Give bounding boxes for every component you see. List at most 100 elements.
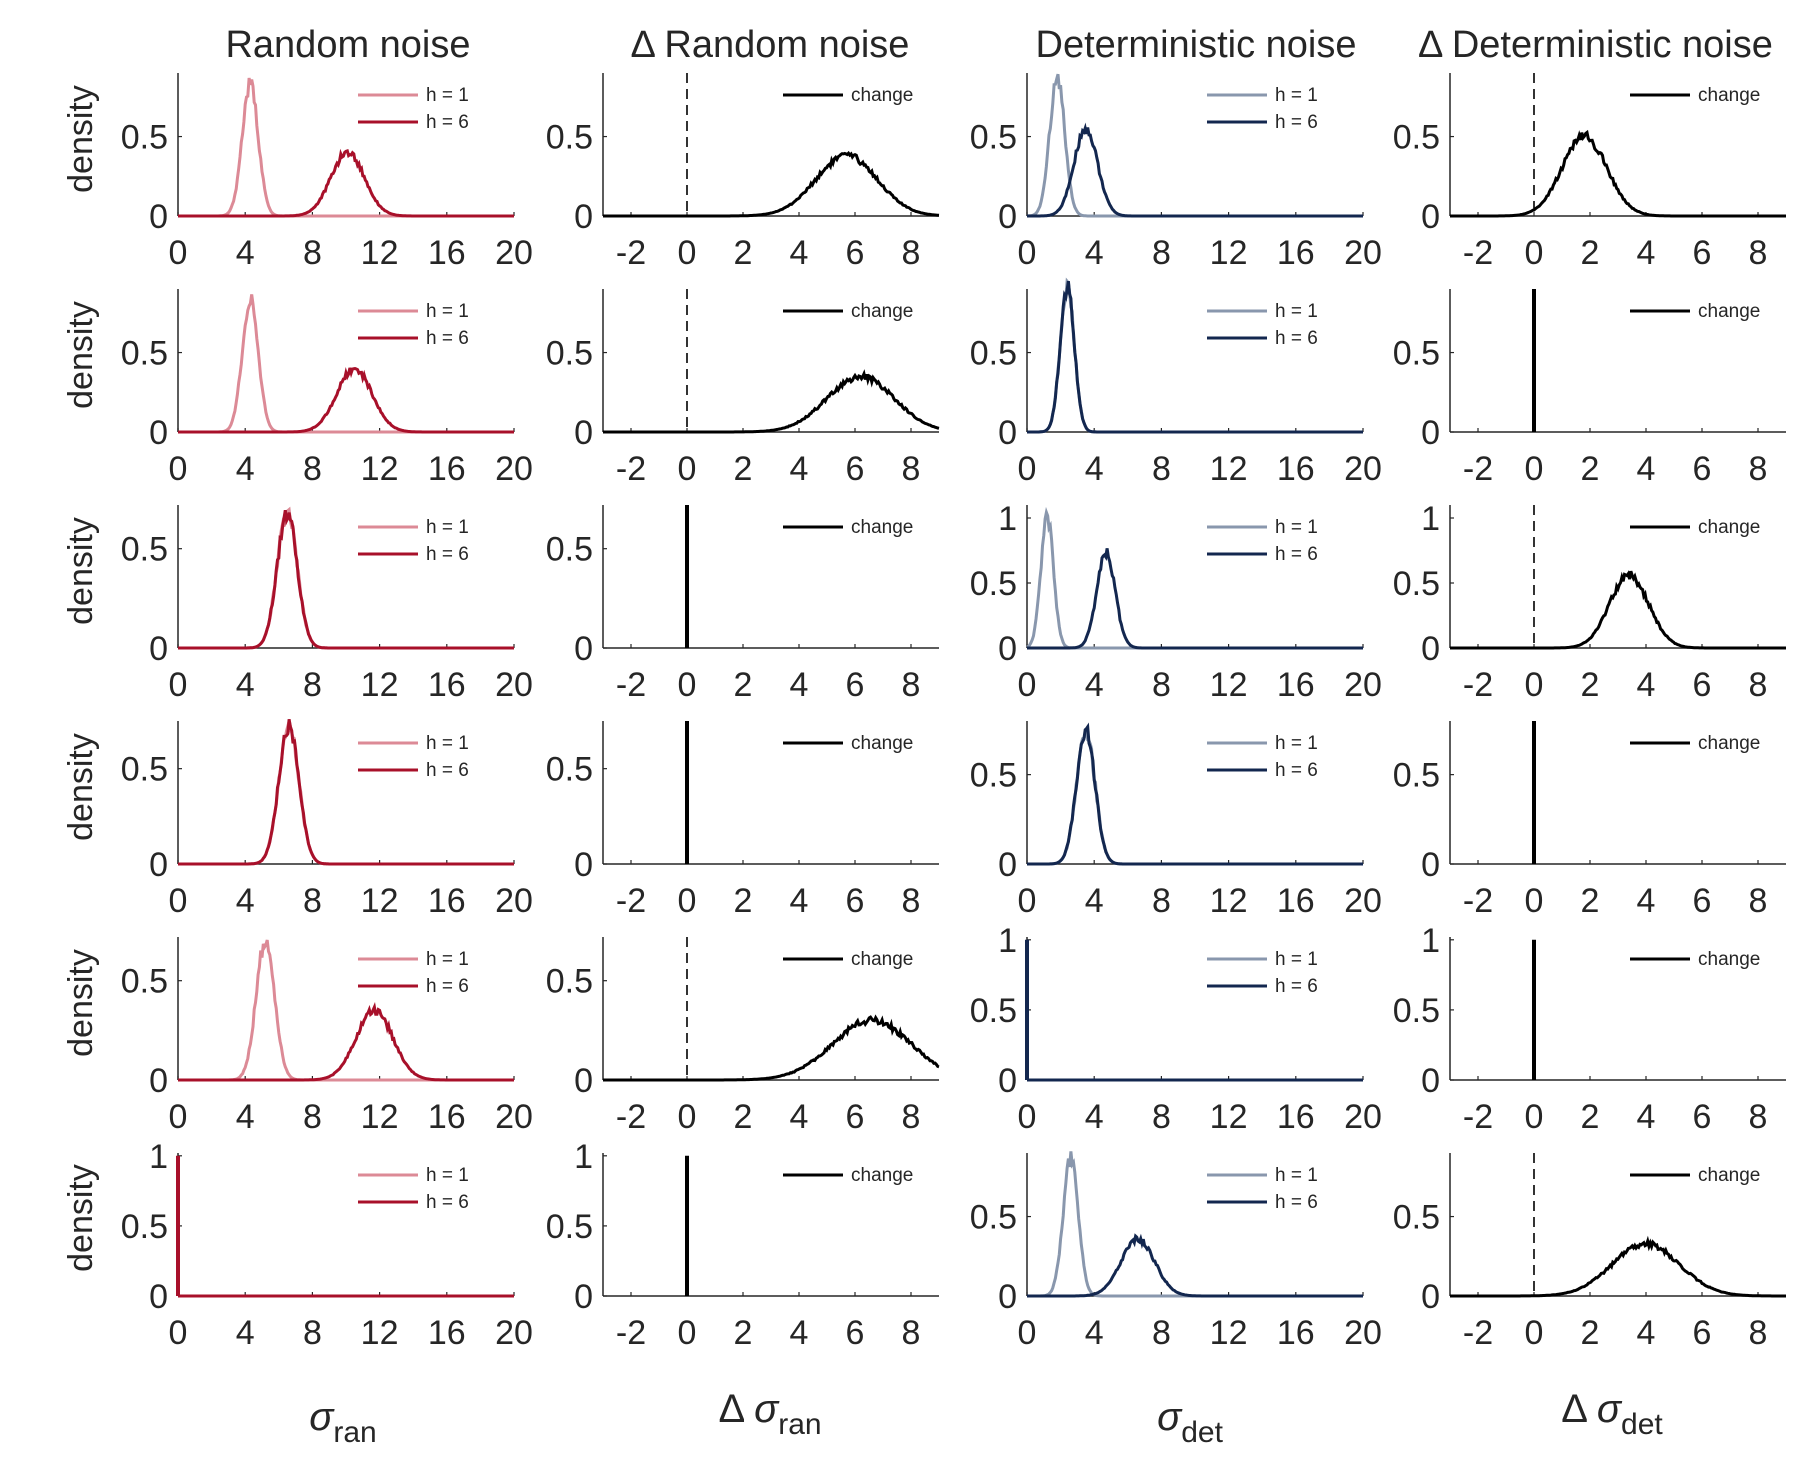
y-tick-label: 0.5 bbox=[970, 335, 1017, 373]
x-tick-label: 0 bbox=[678, 1314, 697, 1352]
series-h6 bbox=[178, 148, 514, 218]
column-title-delta-deterministic: Δ Deterministic noise bbox=[1418, 24, 1773, 66]
x-tick-label: 2 bbox=[734, 450, 753, 488]
x-tick-label: -2 bbox=[616, 666, 646, 704]
y-tick-label: 0 bbox=[1421, 1278, 1440, 1316]
x-tick-label: 20 bbox=[1344, 666, 1382, 704]
x-tick-label: 8 bbox=[303, 450, 322, 488]
x-tick-label: 4 bbox=[1637, 450, 1656, 488]
legend-label-change: change bbox=[1698, 1165, 1760, 1186]
y-tick-label: 0 bbox=[1421, 414, 1440, 452]
y-tick-label: 0.5 bbox=[970, 119, 1017, 157]
legend-label-h1: h = 1 bbox=[426, 517, 469, 538]
x-tick-label: 8 bbox=[1152, 666, 1171, 704]
x-tick-label: 12 bbox=[361, 1314, 399, 1352]
x-tick-label: 0 bbox=[169, 1314, 188, 1352]
x-tick-label: -2 bbox=[1463, 450, 1493, 488]
x-tick-label: 8 bbox=[902, 1098, 921, 1136]
x-tick-label: 0 bbox=[169, 666, 188, 704]
legend-label-h6: h = 6 bbox=[426, 760, 469, 781]
x-tick-label: 12 bbox=[361, 666, 399, 704]
x-tick-label: 4 bbox=[1085, 234, 1104, 272]
y-tick-label: 0 bbox=[149, 630, 168, 668]
legend-label-h6: h = 6 bbox=[426, 112, 469, 133]
x-tick-label: 2 bbox=[1581, 666, 1600, 704]
panel-r3-ran: 0 4 8 12 16 20 0 0.5 h = 1 h = 6 bbox=[121, 505, 533, 704]
x-tick-label: 0 bbox=[169, 450, 188, 488]
y-axis-label: density bbox=[62, 85, 100, 193]
legend-label-h1: h = 1 bbox=[1275, 85, 1318, 106]
legend-label-h6: h = 6 bbox=[1275, 760, 1318, 781]
series-h6 bbox=[178, 509, 514, 650]
x-tick-label: 12 bbox=[361, 1098, 399, 1136]
x-tick-label: -2 bbox=[616, 450, 646, 488]
y-tick-label: 0 bbox=[1421, 846, 1440, 884]
legend-label-h1: h = 1 bbox=[1275, 733, 1318, 754]
y-tick-label: 0 bbox=[574, 414, 593, 452]
column-title-random: Random noise bbox=[225, 24, 470, 66]
legend-label-h6: h = 6 bbox=[426, 328, 469, 349]
panel-r2-ran: 0 4 8 12 16 20 0 0.5 h = 1 h = 6 bbox=[121, 289, 533, 488]
x-tick-label: 2 bbox=[734, 234, 753, 272]
x-tick-label: 12 bbox=[1210, 450, 1248, 488]
y-tick-label: 0.5 bbox=[121, 1208, 168, 1246]
series-change bbox=[603, 1014, 940, 1082]
x-tick-label: 20 bbox=[495, 1098, 533, 1136]
x-tick-label: 6 bbox=[1693, 882, 1712, 920]
x-tick-label: -2 bbox=[1463, 882, 1493, 920]
column-title-delta-random: Δ Random noise bbox=[631, 24, 910, 66]
x-tick-label: 2 bbox=[1581, 1314, 1600, 1352]
y-tick-label: 1 bbox=[998, 922, 1017, 960]
x-axis-titles: σran Δ σran σdet Δ σdet bbox=[309, 1387, 1663, 1449]
panel-r1-det: 0 4 8 12 16 20 0 0.5 h = 1 h = 6 bbox=[970, 73, 1382, 272]
x-tick-label: 20 bbox=[1344, 1314, 1382, 1352]
legend-label-h6: h = 6 bbox=[1275, 328, 1318, 349]
series-h6 bbox=[1027, 122, 1363, 218]
x-tick-label: 0 bbox=[1525, 882, 1544, 920]
panel-r2-det: 0 4 8 12 16 20 0 0.5 h = 1 h = 6 bbox=[970, 277, 1382, 488]
x-tick-label: 16 bbox=[428, 234, 466, 272]
legend-label-h1: h = 1 bbox=[1275, 1165, 1318, 1186]
x-tick-label: 16 bbox=[428, 450, 466, 488]
x-tick-label: 16 bbox=[1277, 882, 1315, 920]
x-tick-label: 2 bbox=[734, 1314, 753, 1352]
y-tick-label: 0 bbox=[149, 198, 168, 236]
y-tick-label: 0 bbox=[574, 198, 593, 236]
x-tick-label: 4 bbox=[790, 450, 809, 488]
y-tick-label: 0 bbox=[998, 198, 1017, 236]
x-tick-label: 8 bbox=[303, 882, 322, 920]
y-tick-label: 0.5 bbox=[970, 1199, 1017, 1237]
x-tick-label: 0 bbox=[1525, 1314, 1544, 1352]
x-tick-label: 12 bbox=[1210, 234, 1248, 272]
y-tick-label: 0.5 bbox=[1393, 119, 1440, 157]
x-tick-label: 4 bbox=[236, 882, 255, 920]
x-tick-label: -2 bbox=[1463, 1098, 1493, 1136]
x-tick-label: 8 bbox=[902, 666, 921, 704]
legend-label-change: change bbox=[851, 1165, 913, 1186]
x-tick-label: 16 bbox=[428, 882, 466, 920]
x-tick-label: 16 bbox=[1277, 234, 1315, 272]
y-axis-label: density bbox=[62, 301, 100, 409]
x-tick-label: 4 bbox=[790, 1098, 809, 1136]
x-tick-label: 4 bbox=[1085, 1314, 1104, 1352]
x-tick-label: 0 bbox=[1525, 666, 1544, 704]
legend-label-h6: h = 6 bbox=[426, 1192, 469, 1213]
x-tick-label: 12 bbox=[1210, 1314, 1248, 1352]
x-tick-label: 6 bbox=[1693, 234, 1712, 272]
x-tick-label: 6 bbox=[846, 1314, 865, 1352]
legend-label-change: change bbox=[851, 517, 913, 538]
x-tick-label: 20 bbox=[1344, 450, 1382, 488]
legend-label-h1: h = 1 bbox=[1275, 949, 1318, 970]
x-tick-label: 8 bbox=[902, 882, 921, 920]
x-tick-label: 4 bbox=[236, 1098, 255, 1136]
series-change bbox=[603, 369, 940, 434]
y-tick-label: 0 bbox=[149, 846, 168, 884]
x-tick-label: 8 bbox=[1749, 234, 1768, 272]
